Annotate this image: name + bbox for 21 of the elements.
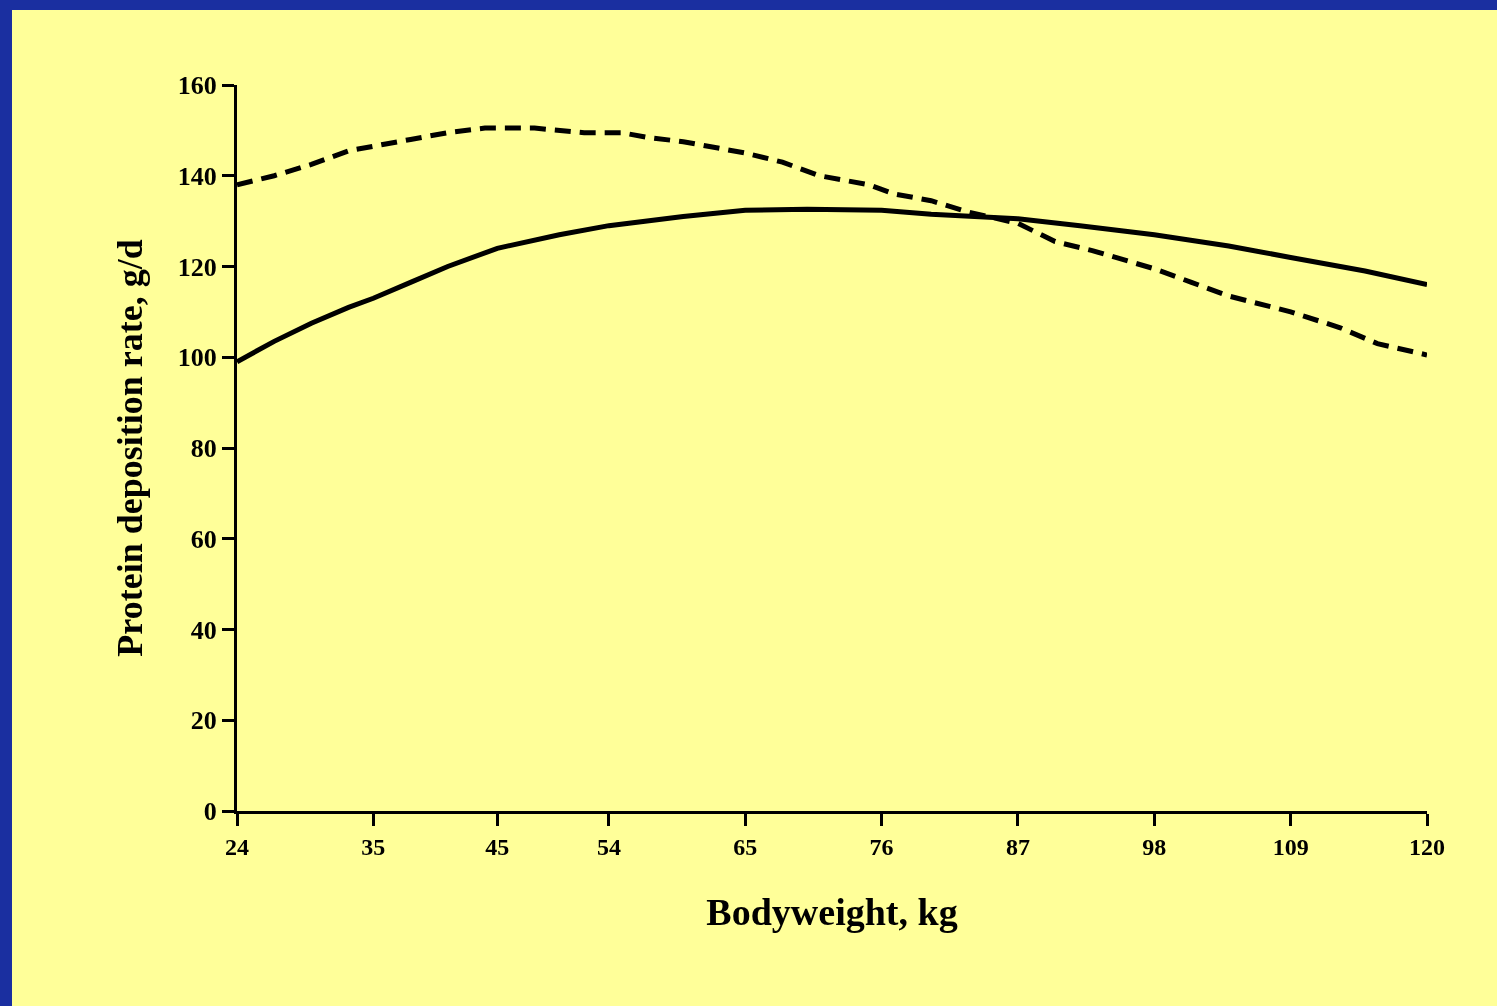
y-tick-label: 80 xyxy=(190,434,217,464)
x-tick-label: 87 xyxy=(1005,833,1030,860)
y-tick-label: 160 xyxy=(177,71,217,101)
y-tick-label: 140 xyxy=(177,161,217,191)
x-axis-title: Bodyweight, kg xyxy=(706,890,958,933)
y-tick-label: 0 xyxy=(203,797,217,827)
y-tick-label: 120 xyxy=(177,252,217,282)
y-tick-label: 20 xyxy=(190,706,217,736)
x-tick-label: 24 xyxy=(225,833,249,860)
y-tick-label: 60 xyxy=(190,524,217,554)
x-tick-label: 35 xyxy=(361,833,386,860)
y-axis-title: Protein deposition rate, g/d xyxy=(109,239,150,657)
x-tick-label: 98 xyxy=(1142,833,1167,860)
y-tick-label: 40 xyxy=(190,615,217,645)
x-tick-label: 109 xyxy=(1272,833,1309,860)
x-tick-label: 65 xyxy=(733,833,758,860)
x-tick-label: 45 xyxy=(485,833,510,860)
x-tick-label: 54 xyxy=(596,833,621,860)
x-tick-label: 120 xyxy=(1409,833,1445,860)
y-tick-label: 100 xyxy=(177,343,217,373)
x-tick-label: 76 xyxy=(869,833,894,860)
